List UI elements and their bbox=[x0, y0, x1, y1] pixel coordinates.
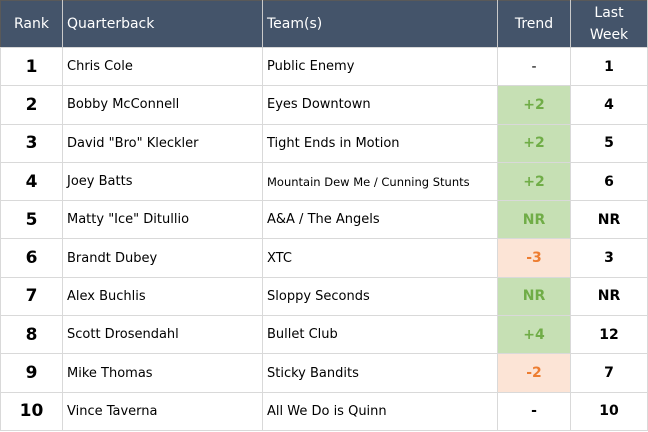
header-cell: Team(s) bbox=[262, 0, 498, 48]
rank-cell: 2 bbox=[0, 85, 63, 125]
table-row: 6 Brandt Dubey XTC -3 3 bbox=[0, 238, 648, 278]
team-cell: All We Do is Quinn bbox=[262, 391, 498, 431]
trend-cell: -3 bbox=[497, 238, 571, 278]
rank-cell: 4 bbox=[0, 161, 63, 202]
quarterback-cell: Alex Buchlis bbox=[62, 276, 263, 317]
header-cell: Quarterback bbox=[62, 0, 263, 48]
header-row: Rank Quarterback Team(s) Trend Last Week bbox=[0, 0, 648, 48]
table-header: Rank Quarterback Team(s) Trend Last Week bbox=[0, 0, 648, 48]
quarterback-cell: Brandt Dubey bbox=[62, 238, 263, 278]
rank-cell: 1 bbox=[0, 46, 63, 87]
quarterback-cell: Vince Taverna bbox=[62, 391, 263, 431]
quarterback-cell: David "Bro" Kleckler bbox=[62, 123, 263, 163]
team-cell: Mountain Dew Me / Cunning Stunts bbox=[262, 161, 498, 202]
last-week-cell: NR bbox=[570, 200, 648, 240]
rank-cell: 5 bbox=[0, 200, 63, 240]
trend-cell: +2 bbox=[497, 161, 571, 202]
quarterback-cell: Scott Drosendahl bbox=[62, 315, 263, 355]
trend-cell: +2 bbox=[497, 85, 571, 125]
team-cell: A&A / The Angels bbox=[262, 200, 498, 240]
last-week-cell: 10 bbox=[570, 391, 648, 431]
header-cell: Trend bbox=[497, 0, 571, 48]
table-row: 10 Vince Taverna All We Do is Quinn -10 bbox=[0, 391, 648, 431]
table-body: 1 Chris Cole Public Enemy -1 2 Bobby McConnel… bbox=[0, 46, 648, 431]
table-row: 2 Bobby McConnell Eyes Downtown +2 4 bbox=[0, 85, 648, 125]
rank-cell: 8 bbox=[0, 315, 63, 355]
rank-cell: 3 bbox=[0, 123, 63, 163]
team-cell: Bullet Club bbox=[262, 315, 498, 355]
quarterback-cell: Matty "Ice" Ditullio bbox=[62, 200, 263, 240]
last-week-cell: 3 bbox=[570, 238, 648, 278]
trend-cell: -2 bbox=[497, 353, 571, 393]
team-cell: Sloppy Seconds bbox=[262, 276, 498, 317]
rank-cell: 7 bbox=[0, 276, 63, 317]
trend-cell: NR bbox=[497, 276, 571, 317]
rank-cell: 9 bbox=[0, 353, 63, 393]
table-row: 4 Joey Batts Mountain Dew Me / Cunning Stu… bbox=[0, 161, 648, 202]
trend-cell: NR bbox=[497, 200, 571, 240]
last-week-cell: 5 bbox=[570, 123, 648, 163]
trend-cell: +2 bbox=[497, 123, 571, 163]
last-week-cell: 1 bbox=[570, 46, 648, 87]
team-cell: Eyes Downtown bbox=[262, 85, 498, 125]
table-row: 1 Chris Cole Public Enemy -1 bbox=[0, 46, 648, 87]
team-cell: Sticky Bandits bbox=[262, 353, 498, 393]
header-cell: Rank bbox=[0, 0, 63, 48]
last-week-cell: 4 bbox=[570, 85, 648, 125]
quarterback-cell: Bobby McConnell bbox=[62, 85, 263, 125]
quarterback-cell: Joey Batts bbox=[62, 161, 263, 202]
table-row: 9 Mike Thomas Sticky Bandits -2 7 bbox=[0, 353, 648, 393]
last-week-cell: 12 bbox=[570, 315, 648, 355]
last-week-cell: 7 bbox=[570, 353, 648, 393]
rank-cell: 6 bbox=[0, 238, 63, 278]
team-cell: Public Enemy bbox=[262, 46, 498, 87]
quarterback-cell: Mike Thomas bbox=[62, 353, 263, 393]
table-row: 5 Matty "Ice" Ditullio A&A / The Angels NR N… bbox=[0, 200, 648, 240]
quarterback-cell: Chris Cole bbox=[62, 46, 263, 87]
trend-cell: +4 bbox=[497, 315, 571, 355]
trend-cell: - bbox=[497, 46, 571, 87]
header-cell: Last Week bbox=[570, 0, 648, 48]
table-row: 3 David "Bro" Kleckler Tight Ends in Motio… bbox=[0, 123, 648, 163]
last-week-cell: NR bbox=[570, 276, 648, 317]
last-week-cell: 6 bbox=[570, 161, 648, 202]
team-cell: XTC bbox=[262, 238, 498, 278]
trend-cell: - bbox=[497, 391, 571, 431]
team-cell: Tight Ends in Motion bbox=[262, 123, 498, 163]
table-row: 8 Scott Drosendahl Bullet Club +4 12 bbox=[0, 315, 648, 355]
table-row: 7 Alex Buchlis Sloppy Seconds NR NR bbox=[0, 276, 648, 317]
rank-cell: 10 bbox=[0, 391, 63, 431]
